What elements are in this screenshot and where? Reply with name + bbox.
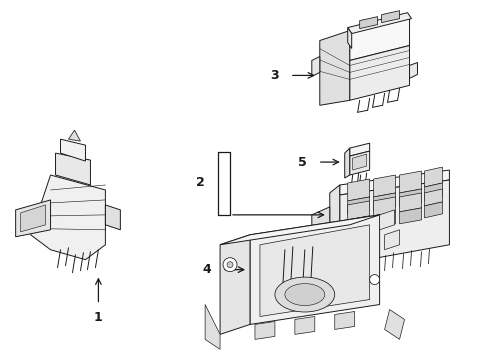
- Polygon shape: [20, 205, 45, 232]
- Polygon shape: [399, 208, 421, 224]
- Polygon shape: [220, 235, 249, 334]
- Polygon shape: [349, 143, 369, 156]
- Polygon shape: [311, 57, 319, 76]
- Text: 1: 1: [94, 311, 102, 324]
- Polygon shape: [381, 11, 399, 23]
- Polygon shape: [373, 175, 395, 197]
- Polygon shape: [347, 28, 351, 49]
- Polygon shape: [260, 225, 369, 316]
- Circle shape: [226, 262, 233, 268]
- Polygon shape: [68, 130, 81, 141]
- Polygon shape: [311, 207, 329, 237]
- Polygon shape: [379, 210, 394, 230]
- Polygon shape: [319, 31, 349, 105]
- Polygon shape: [399, 171, 421, 193]
- Text: 4: 4: [203, 263, 211, 276]
- Polygon shape: [352, 154, 366, 170]
- Circle shape: [369, 275, 379, 285]
- Polygon shape: [349, 45, 408, 100]
- Polygon shape: [105, 205, 120, 230]
- Polygon shape: [399, 189, 421, 207]
- Text: 2: 2: [195, 176, 204, 189]
- Polygon shape: [424, 167, 442, 187]
- Polygon shape: [56, 153, 90, 185]
- Polygon shape: [349, 151, 369, 175]
- Polygon shape: [359, 17, 377, 28]
- Polygon shape: [384, 230, 399, 250]
- Polygon shape: [408, 62, 417, 78]
- Polygon shape: [294, 316, 314, 334]
- Polygon shape: [373, 212, 395, 228]
- Polygon shape: [220, 215, 379, 245]
- Polygon shape: [424, 183, 442, 201]
- Polygon shape: [344, 148, 349, 178]
- Text: 5: 5: [298, 156, 306, 168]
- Polygon shape: [347, 179, 369, 201]
- Polygon shape: [254, 321, 274, 339]
- Polygon shape: [349, 15, 408, 60]
- Polygon shape: [399, 193, 421, 212]
- Polygon shape: [373, 197, 395, 216]
- Polygon shape: [424, 189, 442, 206]
- Polygon shape: [334, 311, 354, 329]
- Polygon shape: [61, 139, 85, 161]
- Polygon shape: [384, 310, 404, 339]
- Circle shape: [223, 258, 237, 272]
- Polygon shape: [31, 175, 105, 260]
- Polygon shape: [16, 200, 50, 237]
- Ellipse shape: [285, 284, 324, 306]
- Polygon shape: [347, 13, 411, 33]
- Polygon shape: [329, 185, 339, 270]
- Polygon shape: [347, 201, 369, 220]
- Text: 3: 3: [270, 69, 279, 82]
- Polygon shape: [339, 170, 448, 195]
- Polygon shape: [347, 216, 369, 232]
- Ellipse shape: [274, 277, 334, 312]
- Polygon shape: [347, 197, 369, 215]
- Polygon shape: [339, 180, 448, 265]
- Polygon shape: [424, 202, 442, 218]
- Polygon shape: [373, 193, 395, 211]
- Polygon shape: [249, 215, 379, 324]
- Polygon shape: [204, 305, 220, 349]
